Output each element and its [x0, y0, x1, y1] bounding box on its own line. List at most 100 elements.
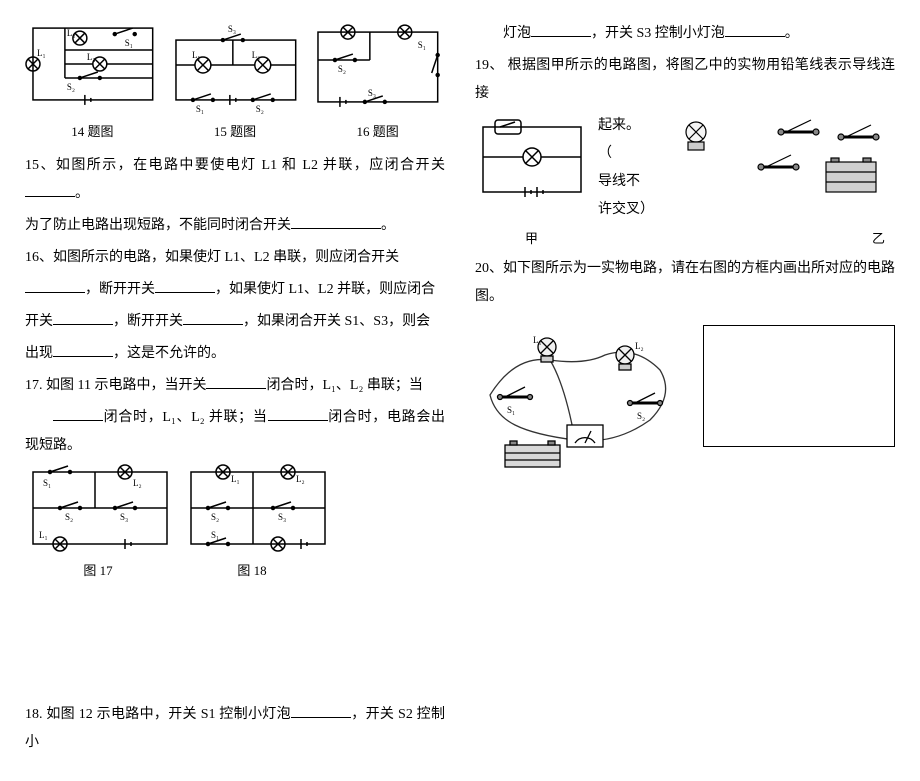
blank [25, 182, 75, 197]
svg-text:S₂: S₂ [637, 411, 645, 421]
figure-19-jia [475, 112, 590, 207]
q16-l4b: ，这是不允许的。 [113, 346, 225, 361]
svg-text:S₁: S₁ [211, 530, 219, 540]
q20-line1: 20、如下图所示为一实物电路，请在右图的方框内画出所对应的电路图。 [475, 255, 895, 311]
q20-l1: 20、如下图所示为一实物电路，请在右图的方框内画出所对应的电路图。 [475, 261, 895, 304]
svg-text:S₃: S₃ [228, 24, 236, 34]
q17-line2: 闭合时，L₁、L₂ 并联；当闭合时，电路会出现短路。 [25, 404, 445, 460]
q16-line3: 开关，断开开关，如果闭合开关 S1、S3，则会 [25, 308, 445, 336]
q16-l3a: 开关 [25, 314, 53, 329]
blank [25, 278, 85, 293]
blank [183, 310, 243, 325]
q15-l2b: 。 [381, 218, 395, 233]
q18-line1: 18. 如图 12 示电路中，开关 S1 控制小灯泡，开关 S2 控制小 [25, 701, 445, 757]
blank [53, 342, 113, 357]
caption-18: 图 18 [179, 560, 325, 579]
svg-text:L₁: L₁ [192, 50, 201, 60]
blank [531, 22, 591, 37]
q18-cc: 。 [785, 26, 799, 41]
q16-l2b: ，如果使灯 L1、L2 并联，则应闭合 [215, 282, 435, 297]
figures-row-17-18: S₁ L₂ S₂ S₃ L₁ [25, 464, 445, 554]
svg-text:L₁: L₁ [37, 48, 46, 58]
blank [53, 406, 103, 421]
q19-l1: 19、 根据图甲所示的电路图，将图乙中的实物用铅笔线表示导线连接 [475, 58, 895, 101]
svg-text:S₂: S₂ [65, 512, 73, 522]
caption-16: 16 题图 [310, 121, 445, 140]
svg-text:S₁: S₁ [196, 104, 204, 114]
left-column: L₁ L₂ S₁ L₃ S₂ [25, 20, 445, 761]
svg-text:S₁: S₁ [507, 405, 515, 415]
cap-yi: 乙 [872, 228, 885, 247]
figure-20-physical: L₁ L₂ S₁ S₂ [475, 325, 685, 475]
q18-cont: 灯泡 ，开关 S3 控制小灯泡 。 [475, 20, 895, 48]
q16-line1: 16、如图所示的电路，如果使灯 L1、L2 串联，则应闭合开关 [25, 244, 445, 272]
q19-side-text: 起来。 （ 导线不 许交叉） [598, 112, 658, 224]
q16-l3b: ，断开开关 [113, 314, 183, 329]
svg-text:S₃: S₃ [120, 512, 128, 522]
q16-l2a: ，断开开关 [85, 282, 155, 297]
q15-line2: 为了防止电路出现短路，不能同时闭合开关 。 [25, 212, 445, 240]
q16-line4: 出现 ，这是不允许的。 [25, 340, 445, 368]
caption-15: 15 题图 [168, 121, 303, 140]
svg-text:L₂: L₂ [67, 28, 76, 38]
blank [291, 214, 381, 229]
figure-14: L₁ L₂ S₁ L₃ S₂ [25, 20, 160, 115]
blank [291, 703, 351, 718]
svg-text:S₁: S₁ [43, 478, 51, 488]
figures-row-14-15-16: L₁ L₂ S₁ L₃ S₂ [25, 20, 445, 115]
q19-s1: 起来。 [598, 112, 658, 140]
blank [155, 278, 215, 293]
q19-captions: 甲 乙 [475, 228, 895, 247]
svg-text:S₃: S₃ [368, 88, 376, 98]
q17-l1a: 17. 如图 11 示电路中，当开关 [25, 378, 206, 393]
q19-figure-row: 起来。 （ 导线不 许交叉） [475, 112, 895, 224]
fig-captions-17-18: 图 17 图 18 [25, 560, 325, 579]
blank [268, 406, 328, 421]
svg-text:S₂: S₂ [211, 512, 219, 522]
svg-text:S₂: S₂ [67, 82, 75, 92]
answer-box [703, 325, 895, 447]
figure-15: S₃ L₁ L₂ S₁ S₂ [168, 20, 303, 115]
q15-l1a: 15、如图所示，在电路中要使电灯 L1 和 L2 并联，应闭合开关 [25, 158, 445, 173]
q18-ca: 灯泡 [503, 26, 531, 41]
blank [53, 310, 113, 325]
q17-l1b: 闭合时，L₁、L₂ 串联；当 [266, 378, 422, 393]
svg-text:L₂: L₂ [133, 478, 142, 488]
q15-line1: 15、如图所示，在电路中要使电灯 L1 和 L2 并联，应闭合开关。 [25, 152, 445, 208]
svg-text:S₂: S₂ [338, 64, 346, 74]
figure-16: S₁ S₂ S₃ [310, 20, 445, 115]
figure-18: L₁ L₂ S₂ S₃ S₁ [183, 464, 333, 554]
q18-l1a: 18. 如图 12 示电路中，开关 S1 控制小灯泡 [25, 707, 291, 722]
svg-text:L₁: L₁ [39, 530, 48, 540]
q18-cb: ，开关 S3 控制小灯泡 [591, 26, 725, 41]
blank [725, 22, 785, 37]
fig-captions-row1: 14 题图 15 题图 16 题图 [25, 121, 445, 140]
q15-l2a: 为了防止电路出现短路，不能同时闭合开关 [25, 218, 291, 233]
q20-figure-row: L₁ L₂ S₁ S₂ [475, 325, 895, 475]
q19-s4: 许交叉） [598, 196, 658, 224]
svg-text:S₃: S₃ [278, 512, 286, 522]
q19-line1: 19、 根据图甲所示的电路图，将图乙中的实物用铅笔线表示导线连接 [475, 52, 895, 108]
caption-14: 14 题图 [25, 121, 160, 140]
figure-19-yi [666, 112, 886, 207]
svg-text:S₂: S₂ [255, 104, 263, 114]
blank [206, 374, 266, 389]
svg-text:L₂: L₂ [635, 341, 644, 351]
right-column: 灯泡 ，开关 S3 控制小灯泡 。 19、 根据图甲所示的电路图，将图乙中的实物用铅… [475, 20, 895, 761]
svg-text:S₁: S₁ [125, 38, 133, 48]
q16-l1a: 16、如图所示的电路，如果使灯 L1、L2 串联，则应闭合开关 [25, 250, 399, 265]
svg-text:L₁: L₁ [231, 474, 240, 484]
caption-17: 图 17 [25, 560, 171, 579]
svg-text:L₂: L₂ [296, 474, 305, 484]
q15-l1b: 。 [75, 186, 89, 201]
figure-17: S₁ L₂ S₂ S₃ L₁ [25, 464, 175, 554]
q19-s2: （ [598, 140, 658, 168]
q16-l4a: 出现 [25, 346, 53, 361]
svg-text:L₁: L₁ [533, 335, 542, 345]
cap-jia: 甲 [525, 228, 538, 247]
q17-l2a: 闭合时，L₁、L₂ 并联；当 [103, 410, 268, 425]
q16-line2: ，断开开关 ，如果使灯 L1、L2 并联，则应闭合 [25, 276, 445, 304]
svg-text:L₃: L₃ [87, 52, 96, 62]
q17-line1: 17. 如图 11 示电路中，当开关 闭合时，L₁、L₂ 串联；当 [25, 372, 445, 400]
q19-s3: 导线不 [598, 168, 658, 196]
